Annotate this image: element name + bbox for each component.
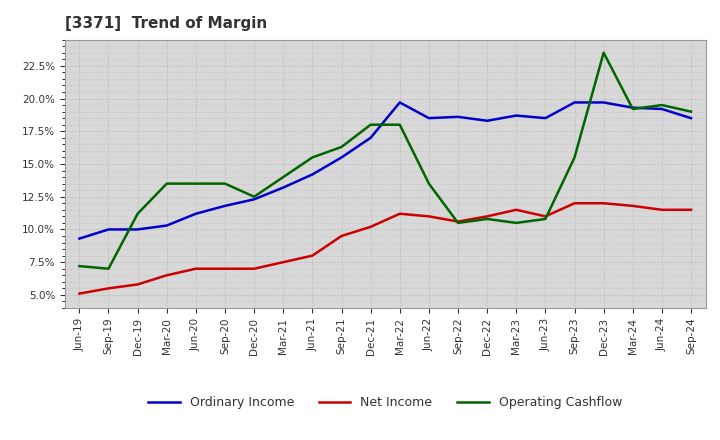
Ordinary Income: [425, 116, 433, 121]
Ordinary Income: [395, 100, 404, 105]
Net Income: [570, 201, 579, 206]
Operating Cashflow: [570, 155, 579, 160]
Operating Cashflow: [192, 181, 200, 186]
Ordinary Income: [192, 211, 200, 216]
Operating Cashflow: [395, 122, 404, 127]
Line: Operating Cashflow: Operating Cashflow: [79, 53, 691, 269]
Ordinary Income: [133, 227, 142, 232]
Line: Ordinary Income: Ordinary Income: [79, 103, 691, 238]
Line: Net Income: Net Income: [79, 203, 691, 293]
Net Income: [308, 253, 317, 258]
Operating Cashflow: [366, 122, 375, 127]
Operating Cashflow: [425, 181, 433, 186]
Operating Cashflow: [657, 103, 666, 108]
Ordinary Income: [366, 135, 375, 140]
Net Income: [163, 273, 171, 278]
Operating Cashflow: [599, 50, 608, 55]
Net Income: [366, 224, 375, 230]
Operating Cashflow: [308, 155, 317, 160]
Ordinary Income: [512, 113, 521, 118]
Net Income: [629, 203, 637, 209]
Net Income: [250, 266, 258, 271]
Operating Cashflow: [250, 194, 258, 199]
Ordinary Income: [220, 203, 229, 209]
Ordinary Income: [308, 172, 317, 177]
Operating Cashflow: [512, 220, 521, 226]
Ordinary Income: [250, 197, 258, 202]
Net Income: [657, 207, 666, 213]
Ordinary Income: [483, 118, 492, 123]
Net Income: [454, 219, 462, 224]
Ordinary Income: [454, 114, 462, 120]
Net Income: [279, 260, 287, 265]
Ordinary Income: [104, 227, 113, 232]
Ordinary Income: [541, 116, 550, 121]
Net Income: [687, 207, 696, 213]
Operating Cashflow: [541, 216, 550, 222]
Ordinary Income: [599, 100, 608, 105]
Operating Cashflow: [220, 181, 229, 186]
Ordinary Income: [629, 105, 637, 110]
Ordinary Income: [163, 223, 171, 228]
Operating Cashflow: [279, 174, 287, 180]
Net Income: [599, 201, 608, 206]
Net Income: [104, 286, 113, 291]
Ordinary Income: [337, 155, 346, 160]
Operating Cashflow: [75, 264, 84, 269]
Operating Cashflow: [629, 106, 637, 112]
Ordinary Income: [657, 106, 666, 112]
Net Income: [337, 233, 346, 238]
Operating Cashflow: [687, 109, 696, 114]
Operating Cashflow: [133, 211, 142, 216]
Operating Cashflow: [337, 144, 346, 150]
Operating Cashflow: [454, 220, 462, 226]
Net Income: [133, 282, 142, 287]
Ordinary Income: [687, 116, 696, 121]
Net Income: [75, 291, 84, 296]
Ordinary Income: [75, 236, 84, 241]
Net Income: [192, 266, 200, 271]
Net Income: [483, 214, 492, 219]
Net Income: [220, 266, 229, 271]
Legend: Ordinary Income, Net Income, Operating Cashflow: Ordinary Income, Net Income, Operating C…: [143, 392, 627, 414]
Net Income: [395, 211, 404, 216]
Ordinary Income: [570, 100, 579, 105]
Operating Cashflow: [163, 181, 171, 186]
Ordinary Income: [279, 185, 287, 190]
Operating Cashflow: [483, 216, 492, 222]
Net Income: [541, 214, 550, 219]
Text: [3371]  Trend of Margin: [3371] Trend of Margin: [65, 16, 267, 32]
Net Income: [425, 214, 433, 219]
Operating Cashflow: [104, 266, 113, 271]
Net Income: [512, 207, 521, 213]
